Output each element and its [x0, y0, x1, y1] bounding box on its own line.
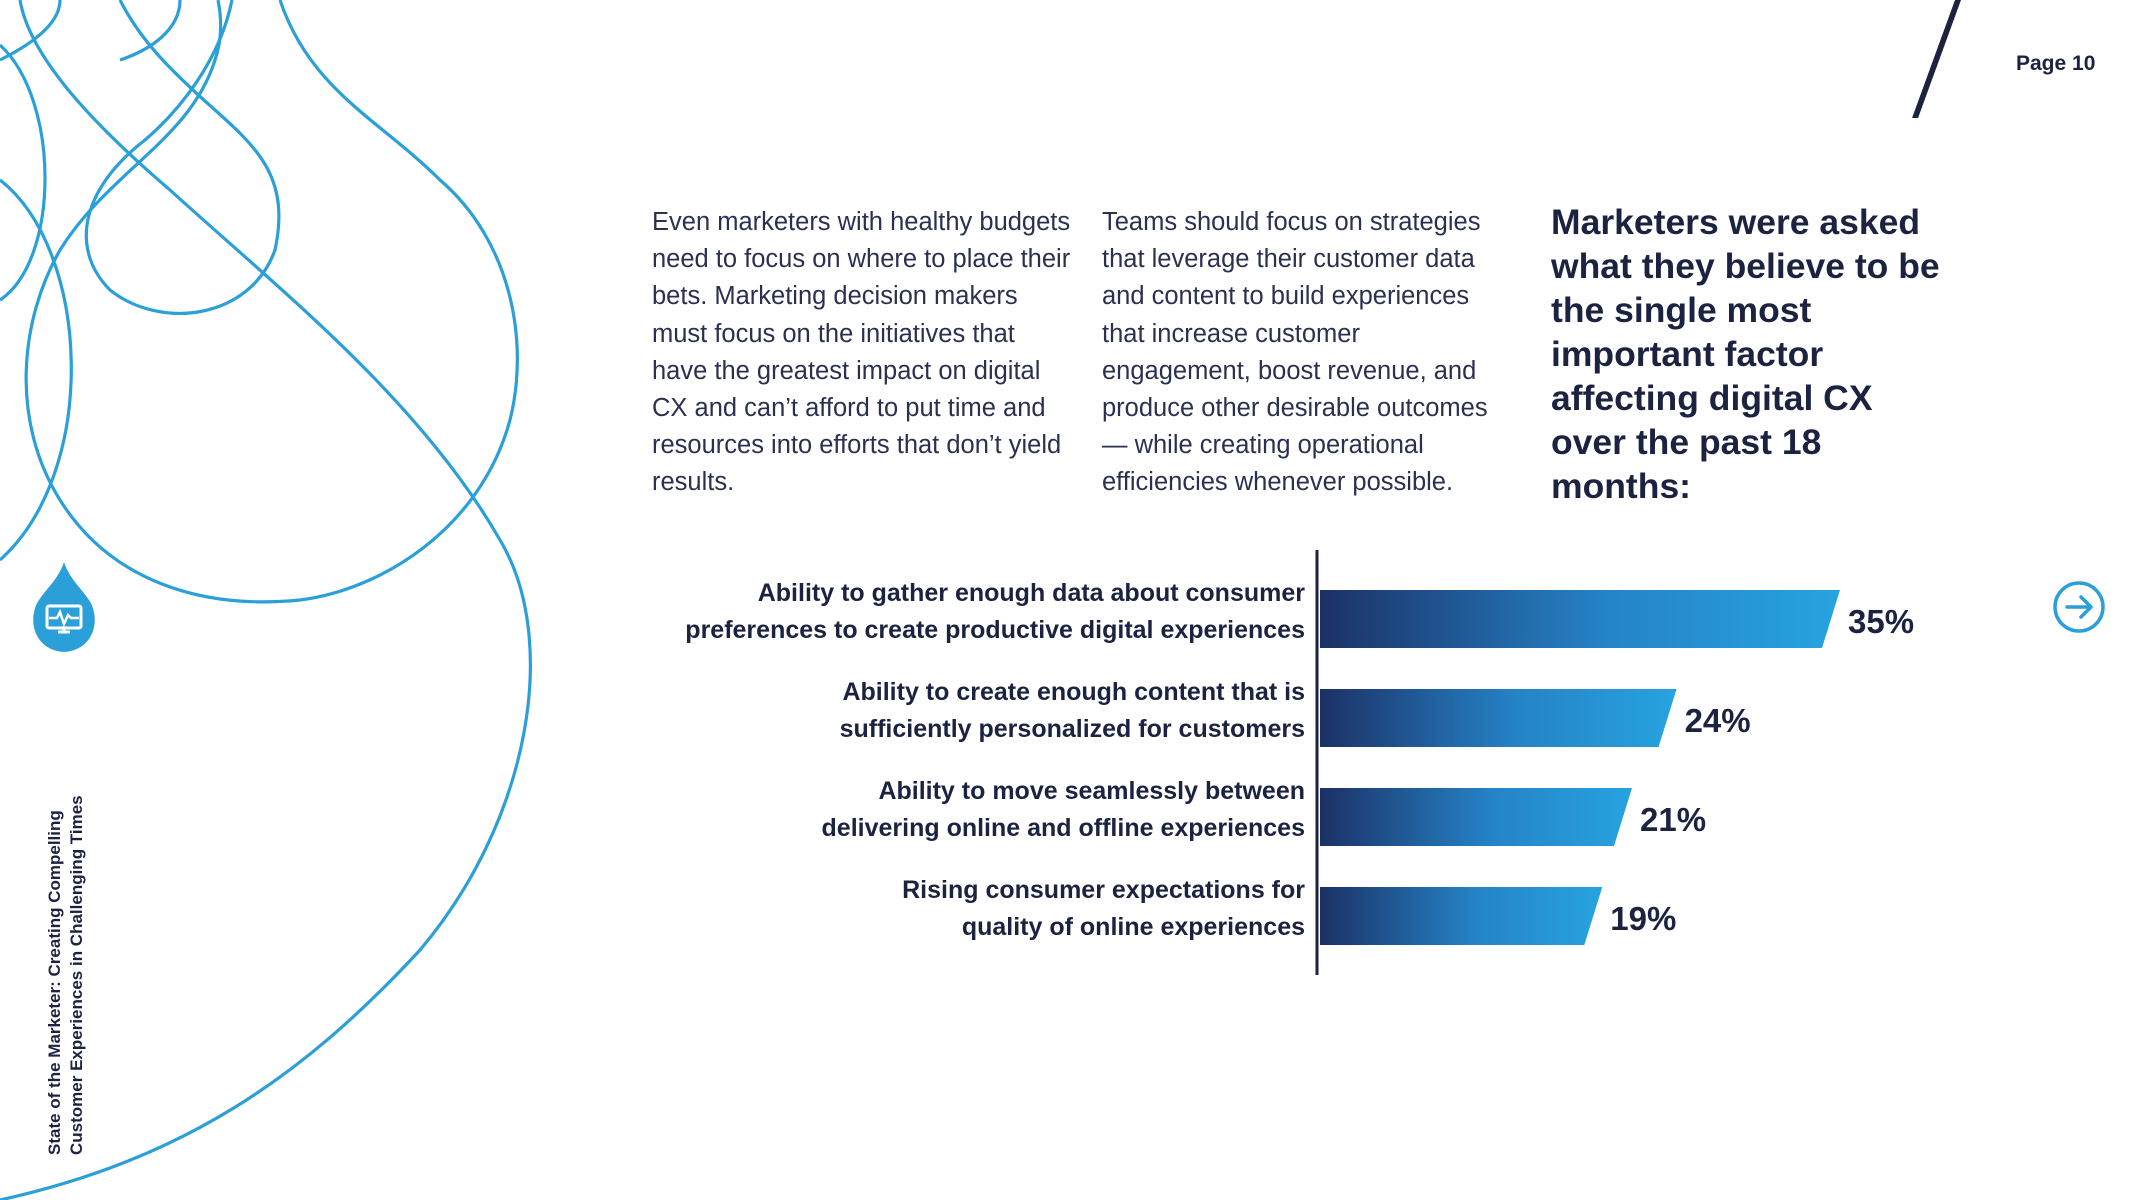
bar-value-label-3: 19% — [1610, 900, 1676, 937]
side-title-line-1: State of the Marketer: Creating Compelli… — [45, 810, 64, 1155]
page-number: Page 10 — [2016, 52, 2096, 75]
category-label-0-line-0: Ability to gather enough data about cons… — [758, 579, 1306, 607]
body-text-column-2: Teams should focus on strategies that le… — [1102, 208, 1488, 497]
bar-0 — [1320, 590, 1840, 648]
bar-2 — [1320, 788, 1632, 846]
category-label-3-line-0: Rising consumer expectations for — [902, 876, 1305, 904]
category-label-3-line-1: quality of online experiences — [962, 913, 1305, 941]
category-label-1-line-0: Ability to create enough content that is — [842, 678, 1305, 706]
decorative-droplet-lines — [0, 0, 532, 1200]
bar-chart: 35% Ability to gather enough data about c… — [685, 550, 1914, 975]
category-label-0-line-1: preferences to create productive digital… — [685, 616, 1305, 644]
arrow-right-circle-icon — [2053, 581, 2105, 633]
side-title-line-2: Customer Experiences in Challenging Time… — [67, 795, 86, 1155]
bar-value-label-2: 21% — [1640, 801, 1706, 838]
category-label-2-line-0: Ability to move seamlessly between — [878, 777, 1305, 805]
document-side-title: State of the Marketer: Creating Compelli… — [44, 795, 88, 1155]
page-divider-slash — [1912, 0, 1961, 118]
chart-heading: Marketers were asked what they believe t… — [1551, 202, 1940, 506]
bar-3 — [1320, 887, 1603, 945]
next-page-button[interactable] — [2052, 580, 2106, 634]
monitor-heartbeat-icon — [27, 560, 101, 654]
body-text-column-1: Even marketers with healthy budgets need… — [652, 208, 1071, 497]
bar-1 — [1320, 689, 1677, 747]
bar-value-label-1: 24% — [1685, 702, 1751, 739]
category-label-2-line-1: delivering online and offline experience… — [822, 814, 1305, 842]
bar-value-label-0: 35% — [1848, 603, 1914, 640]
category-label-1-line-1: sufficiently personalized for customers — [840, 715, 1305, 743]
